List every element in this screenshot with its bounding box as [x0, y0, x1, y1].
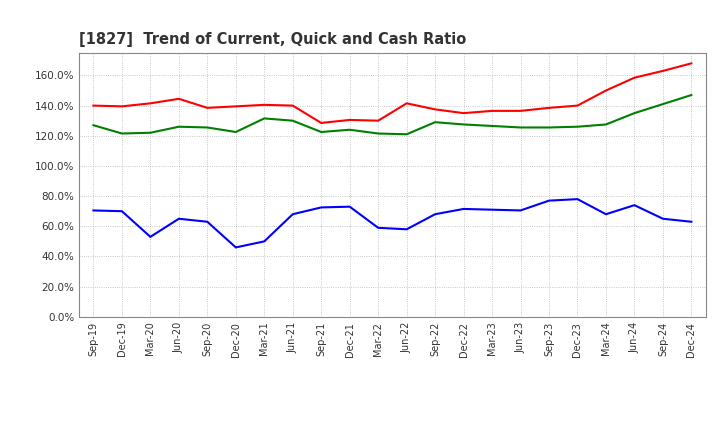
Quick Ratio [89, 123, 98, 128]
Cash Ratio [89, 208, 98, 213]
Quick Ratio [346, 127, 354, 132]
Current Ratio [402, 101, 411, 106]
Current Ratio [146, 101, 155, 106]
Current Ratio [630, 75, 639, 81]
Quick Ratio [659, 102, 667, 107]
Line: Current Ratio: Current Ratio [94, 63, 691, 123]
Quick Ratio [402, 132, 411, 137]
Line: Cash Ratio: Cash Ratio [94, 199, 691, 247]
Cash Ratio [602, 212, 611, 217]
Quick Ratio [602, 122, 611, 127]
Quick Ratio [232, 129, 240, 135]
Quick Ratio [573, 124, 582, 129]
Cash Ratio [317, 205, 325, 210]
Cash Ratio [260, 239, 269, 244]
Cash Ratio [573, 197, 582, 202]
Current Ratio [687, 61, 696, 66]
Current Ratio [317, 120, 325, 125]
Cash Ratio [487, 207, 496, 213]
Cash Ratio [346, 204, 354, 209]
Current Ratio [659, 68, 667, 73]
Cash Ratio [146, 234, 155, 239]
Quick Ratio [260, 116, 269, 121]
Current Ratio [289, 103, 297, 108]
Quick Ratio [317, 129, 325, 135]
Line: Quick Ratio: Quick Ratio [94, 95, 691, 134]
Text: [1827]  Trend of Current, Quick and Cash Ratio: [1827] Trend of Current, Quick and Cash … [79, 33, 467, 48]
Cash Ratio [232, 245, 240, 250]
Current Ratio [232, 104, 240, 109]
Current Ratio [203, 105, 212, 110]
Quick Ratio [203, 125, 212, 130]
Current Ratio [431, 107, 439, 112]
Current Ratio [602, 88, 611, 93]
Quick Ratio [431, 120, 439, 125]
Quick Ratio [289, 118, 297, 123]
Quick Ratio [146, 130, 155, 136]
Cash Ratio [630, 202, 639, 208]
Cash Ratio [687, 219, 696, 224]
Cash Ratio [203, 219, 212, 224]
Cash Ratio [459, 206, 468, 212]
Current Ratio [89, 103, 98, 108]
Current Ratio [174, 96, 183, 102]
Quick Ratio [687, 92, 696, 98]
Current Ratio [516, 108, 525, 114]
Current Ratio [346, 117, 354, 123]
Current Ratio [487, 108, 496, 114]
Current Ratio [545, 105, 554, 110]
Current Ratio [117, 104, 126, 109]
Cash Ratio [402, 227, 411, 232]
Quick Ratio [374, 131, 382, 136]
Quick Ratio [174, 124, 183, 129]
Quick Ratio [630, 110, 639, 116]
Cash Ratio [431, 212, 439, 217]
Quick Ratio [117, 131, 126, 136]
Quick Ratio [545, 125, 554, 130]
Quick Ratio [516, 125, 525, 130]
Current Ratio [459, 110, 468, 116]
Current Ratio [374, 118, 382, 123]
Quick Ratio [459, 122, 468, 127]
Cash Ratio [174, 216, 183, 221]
Current Ratio [573, 103, 582, 108]
Cash Ratio [374, 225, 382, 231]
Cash Ratio [545, 198, 554, 203]
Cash Ratio [289, 212, 297, 217]
Cash Ratio [117, 209, 126, 214]
Cash Ratio [516, 208, 525, 213]
Cash Ratio [659, 216, 667, 221]
Current Ratio [260, 102, 269, 107]
Quick Ratio [487, 123, 496, 128]
